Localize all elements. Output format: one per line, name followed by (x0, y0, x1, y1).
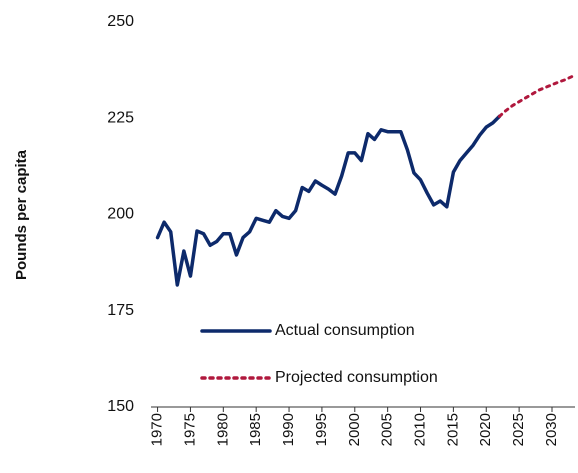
y-tick-label: 200 (107, 206, 134, 223)
x-tick-label: 2010 (411, 413, 428, 446)
legend-label: Actual consumption (275, 322, 415, 339)
x-tick-label: 1990 (280, 413, 297, 446)
x-tick-label: 2020 (477, 413, 494, 446)
y-tick-label: 250 (107, 13, 134, 30)
x-tick-label: 1970 (149, 413, 166, 446)
x-tick-label: 1995 (313, 413, 330, 446)
x-tick-label: 1985 (247, 413, 264, 446)
x-tick-label: 2030 (543, 413, 560, 446)
x-tick-label: 2000 (346, 413, 363, 446)
line-series (155, 114, 502, 287)
legend-label: Projected consumption (275, 369, 438, 386)
x-tick-label: 2005 (379, 413, 396, 446)
y-tick-label: 175 (107, 302, 134, 319)
x-tick-label: 2025 (510, 413, 527, 446)
y-axis-label: Pounds per capita (13, 149, 30, 280)
x-tick-label: 1975 (181, 413, 198, 446)
x-tick-label: 1980 (214, 413, 231, 446)
y-tick-label: 225 (107, 109, 134, 126)
x-tick-label: 2015 (444, 413, 461, 446)
y-tick-label: 150 (107, 398, 134, 415)
line-series (497, 75, 574, 118)
